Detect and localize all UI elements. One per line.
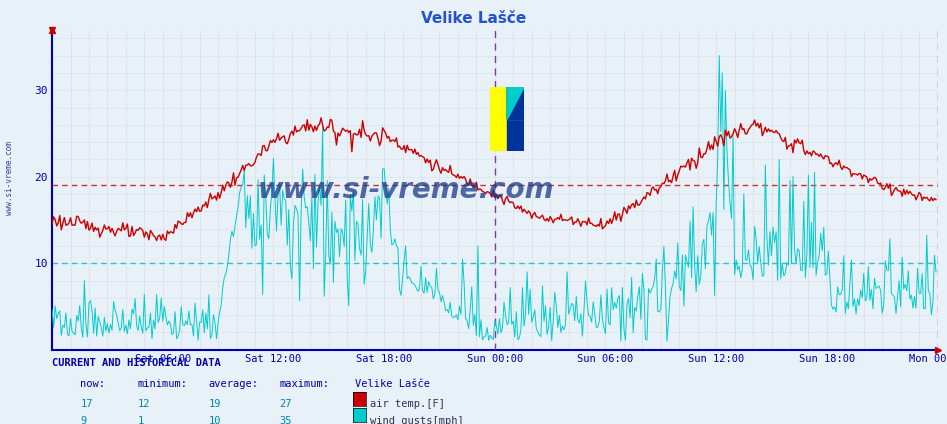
Bar [508,119,524,151]
Text: air temp.[F]: air temp.[F] [370,399,445,409]
Text: 10: 10 [208,416,221,424]
Text: www.si-vreme.com: www.si-vreme.com [5,141,14,215]
Text: minimum:: minimum: [137,379,188,390]
Text: 12: 12 [137,399,150,409]
Text: 9: 9 [80,416,87,424]
Text: 35: 35 [279,416,292,424]
Text: 19: 19 [208,399,221,409]
Text: Velike Lašče: Velike Lašče [355,379,430,390]
Text: CURRENT AND HISTORICAL DATA: CURRENT AND HISTORICAL DATA [52,358,221,368]
Text: 1: 1 [137,416,144,424]
Text: Velike Lašče: Velike Lašče [420,11,527,25]
Text: 17: 17 [80,399,93,409]
Text: www.si-vreme.com: www.si-vreme.com [258,176,555,204]
Wedge shape [508,74,531,119]
Polygon shape [508,87,524,119]
Text: 27: 27 [279,399,292,409]
Wedge shape [508,74,524,119]
Text: wind gusts[mph]: wind gusts[mph] [370,416,464,424]
Text: maximum:: maximum: [279,379,330,390]
Text: now:: now: [80,379,105,390]
Bar [491,87,508,151]
Text: average:: average: [208,379,259,390]
